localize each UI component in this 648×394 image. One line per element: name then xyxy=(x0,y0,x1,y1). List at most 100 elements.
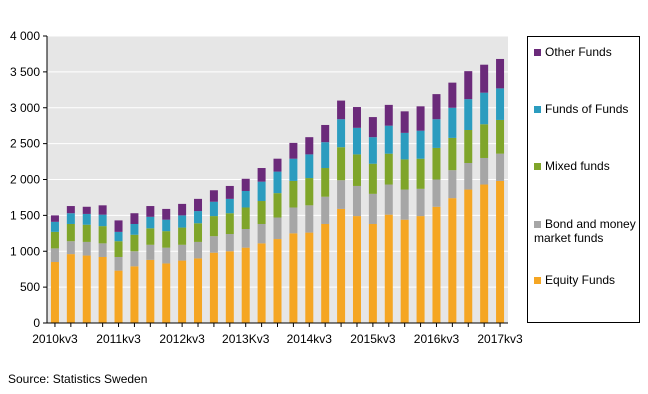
bar-segment xyxy=(114,256,123,271)
bar-segment xyxy=(225,185,234,199)
bar-segment xyxy=(416,188,425,217)
bar-segment xyxy=(321,223,330,323)
bar-segment xyxy=(384,214,393,323)
bar-segment xyxy=(416,106,425,131)
bar-segment xyxy=(448,137,457,171)
bar-segment xyxy=(130,213,139,224)
bar-segment xyxy=(114,220,123,232)
bar-segment xyxy=(337,119,346,148)
bar-segment xyxy=(82,213,91,225)
x-tick-label: 2013Kv3 xyxy=(222,332,270,346)
bar-segment xyxy=(321,142,330,169)
y-tick-label: 4 000 xyxy=(10,29,40,43)
bar-segment xyxy=(496,119,505,154)
bar-segment xyxy=(432,206,441,323)
bar-segment xyxy=(225,213,234,235)
bar-segment xyxy=(66,254,75,323)
bar-segment xyxy=(162,219,171,232)
bar-segment xyxy=(241,178,250,191)
bar-segment xyxy=(273,217,282,240)
bar-segment xyxy=(496,88,505,120)
bar-segment xyxy=(162,231,171,248)
bar-segment xyxy=(432,179,441,207)
legend-label: Other Funds xyxy=(545,45,612,59)
bar-segment xyxy=(130,266,139,323)
bar-segment xyxy=(98,256,107,323)
bar-segment xyxy=(209,190,218,202)
bar-segment xyxy=(162,263,171,323)
y-tick-label: 1 500 xyxy=(10,208,40,222)
bar-segment xyxy=(257,168,266,182)
bar-segment xyxy=(194,241,203,259)
bar-segment xyxy=(480,64,489,93)
bar-segment xyxy=(98,205,107,215)
bar-segment xyxy=(241,190,250,208)
bar-segment xyxy=(432,147,441,180)
bar-segment xyxy=(273,193,282,218)
bar-segment xyxy=(273,171,282,194)
bar-segment xyxy=(496,58,505,89)
bar-segment xyxy=(305,232,314,323)
bar-segment xyxy=(368,193,377,224)
bar-segment xyxy=(225,234,234,252)
bar-segment xyxy=(194,223,203,242)
legend-label: Bond and money market funds xyxy=(534,217,636,245)
bar-segment xyxy=(368,223,377,323)
bar-segment xyxy=(225,251,234,323)
bar-segment xyxy=(257,181,266,202)
legend: Other Funds Funds of Funds Mixed funds Bond… xyxy=(527,36,640,323)
x-tick-label: 2014kv3 xyxy=(287,332,333,346)
bar-segment xyxy=(162,208,171,220)
bar-segment xyxy=(50,215,59,222)
bar-segment xyxy=(178,260,187,323)
bar-segment xyxy=(480,157,489,185)
bar-segment xyxy=(273,239,282,323)
bar-segment xyxy=(305,154,314,179)
bar-segment xyxy=(416,158,425,189)
bar-segment xyxy=(464,99,473,130)
legend-item: Mixed funds xyxy=(534,159,636,173)
x-tick-label: 2011kv3 xyxy=(96,332,141,346)
bar-segment xyxy=(305,205,314,233)
bar-segment xyxy=(50,248,59,263)
bar-segment xyxy=(289,158,298,181)
bar-segment xyxy=(98,214,107,227)
bar-segment xyxy=(384,104,393,126)
bar-segment xyxy=(114,270,123,323)
bar-segment xyxy=(194,258,203,323)
bar-segment xyxy=(178,227,187,245)
bar-segment xyxy=(337,208,346,323)
bar-segment xyxy=(448,82,457,108)
bar-segment xyxy=(82,241,91,256)
bar-segment xyxy=(146,259,155,323)
bar-segment xyxy=(400,219,409,323)
bar-segment xyxy=(416,216,425,323)
legend-swatch xyxy=(534,106,541,113)
bar-segment xyxy=(464,129,473,163)
bar-segment xyxy=(209,252,218,323)
bar-segment xyxy=(432,119,441,148)
bar-segment xyxy=(82,224,91,242)
bar-segment xyxy=(50,221,59,232)
bar-segment xyxy=(241,229,250,248)
bar-segment xyxy=(305,178,314,206)
bar-segment xyxy=(241,247,250,323)
bar-segment xyxy=(209,216,218,237)
bar-segment xyxy=(464,71,473,100)
bar-segment xyxy=(114,241,123,257)
y-tick-label: 2 500 xyxy=(10,137,40,151)
bar-segment xyxy=(352,107,361,128)
y-tick-label: 1 000 xyxy=(10,244,40,258)
bar-segment xyxy=(400,132,409,160)
x-tick-label: 2017kv3 xyxy=(477,332,523,346)
y-tick-label: 3 000 xyxy=(10,101,40,115)
bar-segment xyxy=(178,203,187,216)
legend-label: Equity Funds xyxy=(545,273,616,287)
bar-segment xyxy=(146,244,155,260)
y-tick-label: 3 500 xyxy=(10,65,40,79)
bar-segment xyxy=(384,184,393,215)
bar-segment xyxy=(289,207,298,234)
bar-segment xyxy=(82,206,91,214)
